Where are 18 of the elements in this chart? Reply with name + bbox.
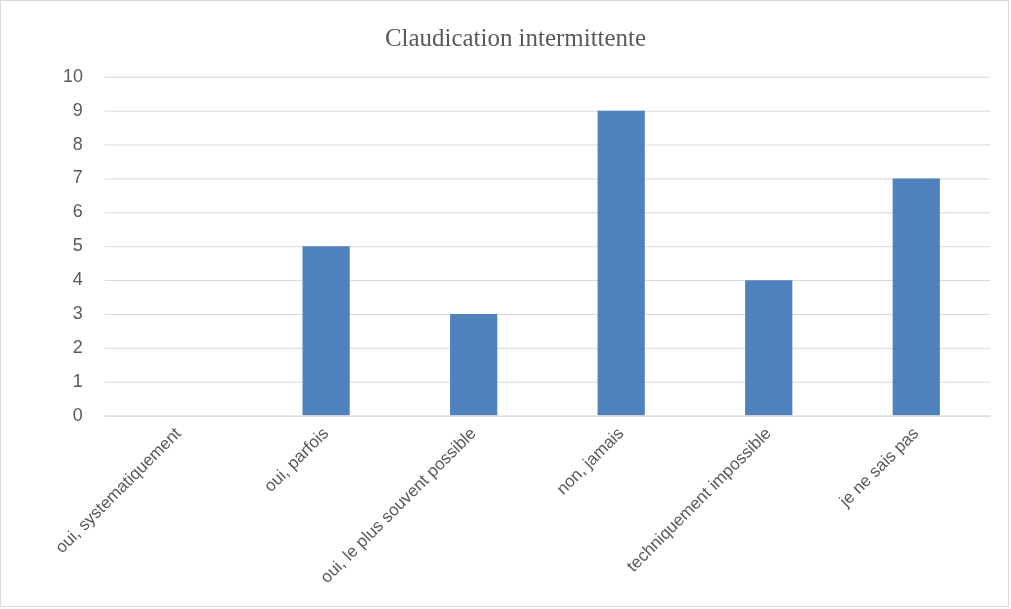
y-tick-label: 6 <box>72 201 83 222</box>
chart-title: Claudication intermittente <box>384 24 647 52</box>
y-tick-label: 1 <box>72 370 83 391</box>
y-tick-label: 10 <box>62 65 83 86</box>
y-tick-label: 5 <box>72 235 83 256</box>
y-tick-label: 0 <box>72 404 83 425</box>
bar <box>745 280 793 416</box>
y-tick-label: 4 <box>72 269 83 290</box>
y-tick-label: 8 <box>72 133 83 154</box>
bar <box>302 246 350 416</box>
bar <box>450 314 498 416</box>
y-tick-label: 3 <box>72 303 83 324</box>
y-tick-label: 2 <box>72 336 83 357</box>
bar <box>892 178 940 416</box>
y-tick-label: 9 <box>72 99 83 120</box>
y-tick-label: 7 <box>72 167 83 188</box>
x-tick-label: je ne sais pas <box>834 423 923 512</box>
bar <box>597 110 645 416</box>
